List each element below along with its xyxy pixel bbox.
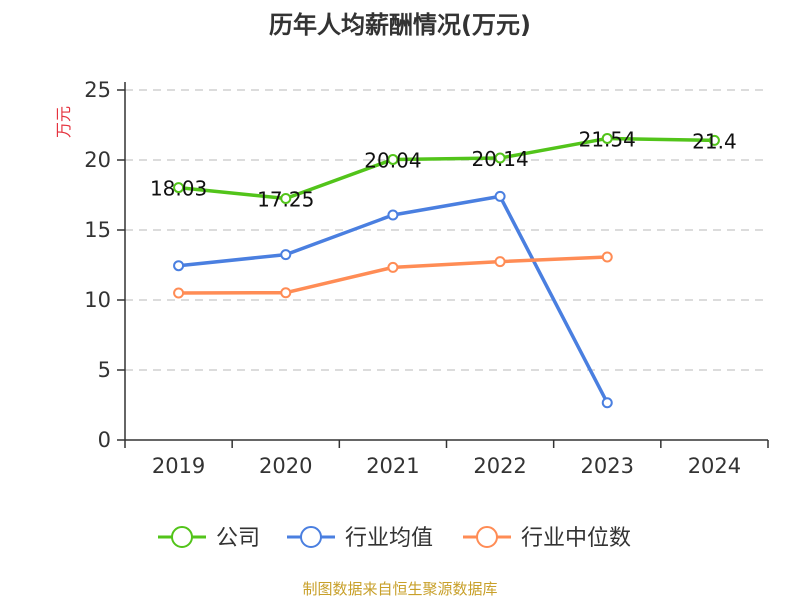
legend-label: 行业均值 <box>345 526 433 551</box>
data-point <box>173 182 185 194</box>
data-point <box>173 287 185 299</box>
data-label: 18.03 <box>150 177 207 201</box>
legend-marker <box>476 526 498 548</box>
y-tick-label: 20 <box>84 148 111 172</box>
data-point <box>280 193 292 204</box>
y-tick-label: 25 <box>84 78 111 102</box>
data-point <box>601 132 613 144</box>
data-point <box>601 397 613 409</box>
data-label: 17.25 <box>257 188 314 212</box>
x-tick-label: 2021 <box>366 454 419 478</box>
x-tick-label: 2020 <box>259 454 312 478</box>
legend-item: 行业中位数 <box>463 526 631 551</box>
legend-label: 公司 <box>216 526 260 551</box>
x-tick-label: 2019 <box>152 454 205 478</box>
data-point <box>601 251 613 263</box>
data-label: 20.04 <box>364 148 421 172</box>
data-point <box>387 209 399 221</box>
x-tick-label: 2023 <box>581 454 634 478</box>
source-note: 制图数据来自恒生聚源数据库 <box>302 580 497 598</box>
legend-marker <box>300 526 322 548</box>
legend-label: 行业中位数 <box>521 526 631 551</box>
legend-item: 行业均值 <box>287 526 433 551</box>
legend-item: 公司 <box>158 526 260 551</box>
y-tick-label: 0 <box>98 428 111 452</box>
data-point <box>494 190 506 202</box>
x-tick-label: 2024 <box>688 454 741 478</box>
x-tick-label: 2022 <box>473 454 526 478</box>
y-tick-label: 10 <box>84 288 111 312</box>
data-point <box>494 256 506 268</box>
data-point <box>387 153 399 165</box>
data-point <box>494 152 506 164</box>
data-label: 20.14 <box>471 147 528 171</box>
y-tick-label: 5 <box>98 358 111 382</box>
data-point <box>173 260 185 272</box>
data-point <box>387 261 399 273</box>
y-axis-label: 万元 <box>54 106 73 138</box>
legend-marker <box>171 526 193 548</box>
data-label: 21.4 <box>692 129 737 153</box>
data-label: 21.54 <box>579 127 636 151</box>
data-point <box>708 134 720 146</box>
y-tick-label: 15 <box>84 218 111 242</box>
series-line <box>178 136 715 201</box>
chart-title: 历年人均薪酬情况(万元) <box>269 11 531 39</box>
data-point <box>280 249 292 261</box>
data-point <box>280 287 292 299</box>
